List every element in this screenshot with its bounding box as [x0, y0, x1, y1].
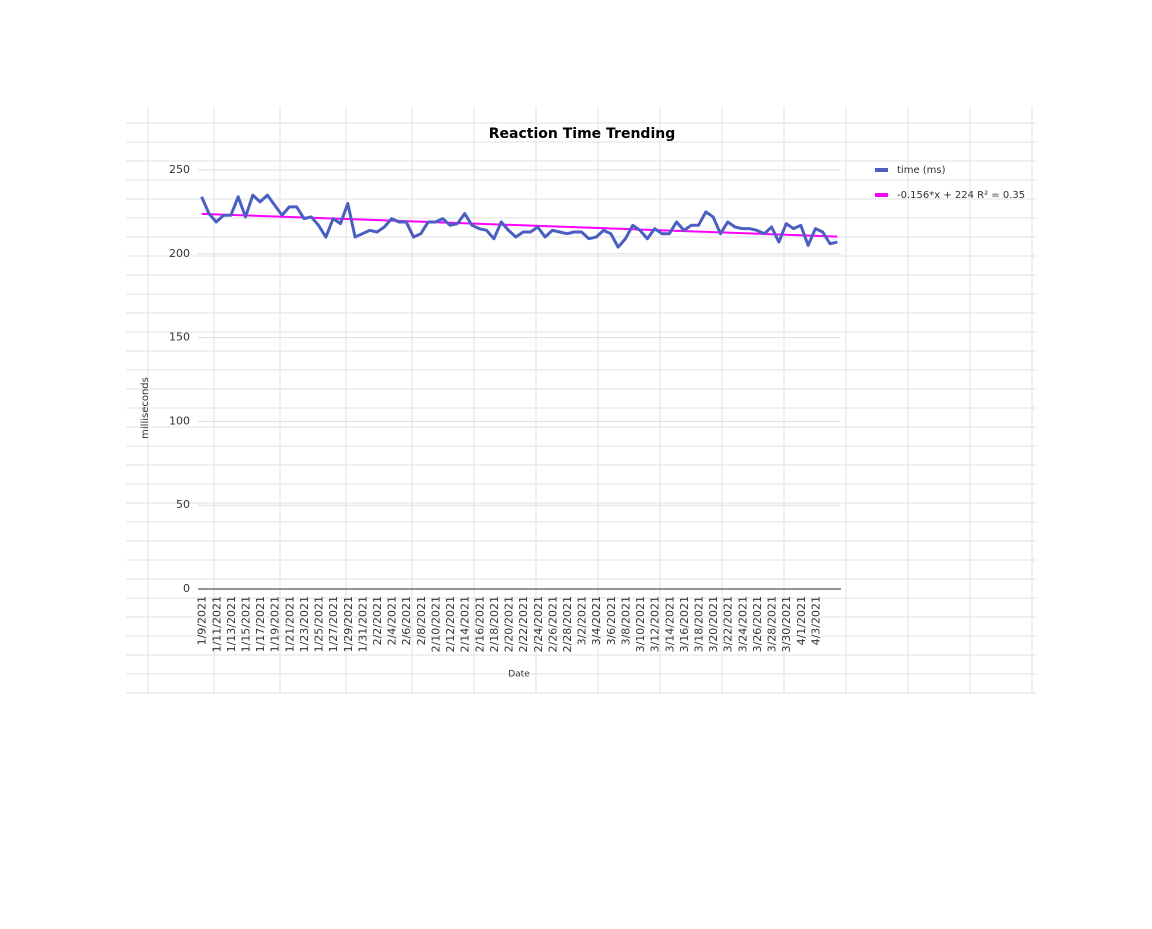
x-tick-label: 1/11/2021 — [210, 596, 223, 652]
y-axis-label: milliseconds — [140, 377, 151, 439]
x-tick-label: 2/12/2021 — [444, 596, 457, 652]
x-tick-label: 3/12/2021 — [649, 596, 662, 652]
x-tick-label: 2/22/2021 — [517, 596, 530, 652]
y-tick-label: 250 — [169, 163, 190, 176]
x-tick-label: 3/10/2021 — [634, 596, 647, 652]
x-tick-label: 3/28/2021 — [766, 596, 779, 652]
x-tick-label: 4/1/2021 — [795, 596, 808, 645]
y-tick-label: 200 — [169, 247, 190, 260]
legend-swatch — [875, 168, 888, 172]
chart-title: Reaction Time Trending — [489, 126, 675, 142]
legend-swatch — [875, 193, 888, 197]
x-tick-label: 2/2/2021 — [371, 596, 384, 645]
x-tick-label: 3/4/2021 — [590, 596, 603, 645]
x-tick-label: 4/3/2021 — [809, 596, 822, 645]
x-tick-label: 1/19/2021 — [269, 596, 282, 652]
sheet-grid — [126, 107, 1036, 694]
data-line — [200, 193, 838, 249]
x-tick-label: 1/25/2021 — [313, 596, 326, 652]
x-tick-label: 2/26/2021 — [546, 596, 559, 652]
x-tick-label: 3/16/2021 — [678, 596, 691, 652]
y-tick-label: 50 — [176, 498, 190, 511]
legend-label: time (ms) — [897, 165, 946, 176]
x-tick-label: 2/16/2021 — [473, 596, 486, 652]
x-tick-label: 2/8/2021 — [415, 596, 428, 645]
x-tick-label: 3/6/2021 — [605, 596, 618, 645]
x-tick-label: 2/18/2021 — [488, 596, 501, 652]
y-tick-label: 0 — [183, 582, 190, 595]
x-tick-label: 1/29/2021 — [342, 596, 355, 652]
x-tick-label: 3/18/2021 — [693, 596, 706, 652]
x-tick-label: 3/26/2021 — [751, 596, 764, 652]
x-tick-label: 2/20/2021 — [503, 596, 516, 652]
x-tick-label: 1/31/2021 — [356, 596, 369, 652]
x-tick-label: 3/2/2021 — [576, 596, 589, 645]
x-tick-label: 3/14/2021 — [663, 596, 676, 652]
x-tick-label: 2/24/2021 — [532, 596, 545, 652]
x-tick-label: 1/27/2021 — [327, 596, 340, 652]
legend-label: -0.156*x + 224 R² = 0.35 — [897, 190, 1025, 201]
x-tick-label: 2/14/2021 — [459, 596, 472, 652]
x-axis-label: Date — [508, 670, 530, 680]
x-tick-label: 3/24/2021 — [736, 596, 749, 652]
x-tick-label: 2/28/2021 — [561, 596, 574, 652]
x-tick-label: 1/13/2021 — [225, 596, 238, 652]
x-tick-label: 3/30/2021 — [780, 596, 793, 652]
x-tick-label: 3/20/2021 — [707, 596, 720, 652]
y-tick-label: 100 — [169, 414, 190, 427]
y-tick-label: 150 — [169, 331, 190, 344]
x-tick-label: 1/23/2021 — [298, 596, 311, 652]
x-tick-label: 3/8/2021 — [619, 596, 632, 645]
x-tick-label: 1/15/2021 — [239, 596, 252, 652]
x-tick-label: 1/21/2021 — [283, 596, 296, 652]
x-tick-label: 2/10/2021 — [429, 596, 442, 652]
x-tick-label: 3/22/2021 — [722, 596, 735, 652]
x-tick-label: 2/4/2021 — [386, 596, 399, 645]
x-tick-label: 2/6/2021 — [400, 596, 413, 645]
x-tick-label: 1/17/2021 — [254, 596, 267, 652]
x-tick-label: 1/9/2021 — [196, 596, 209, 645]
